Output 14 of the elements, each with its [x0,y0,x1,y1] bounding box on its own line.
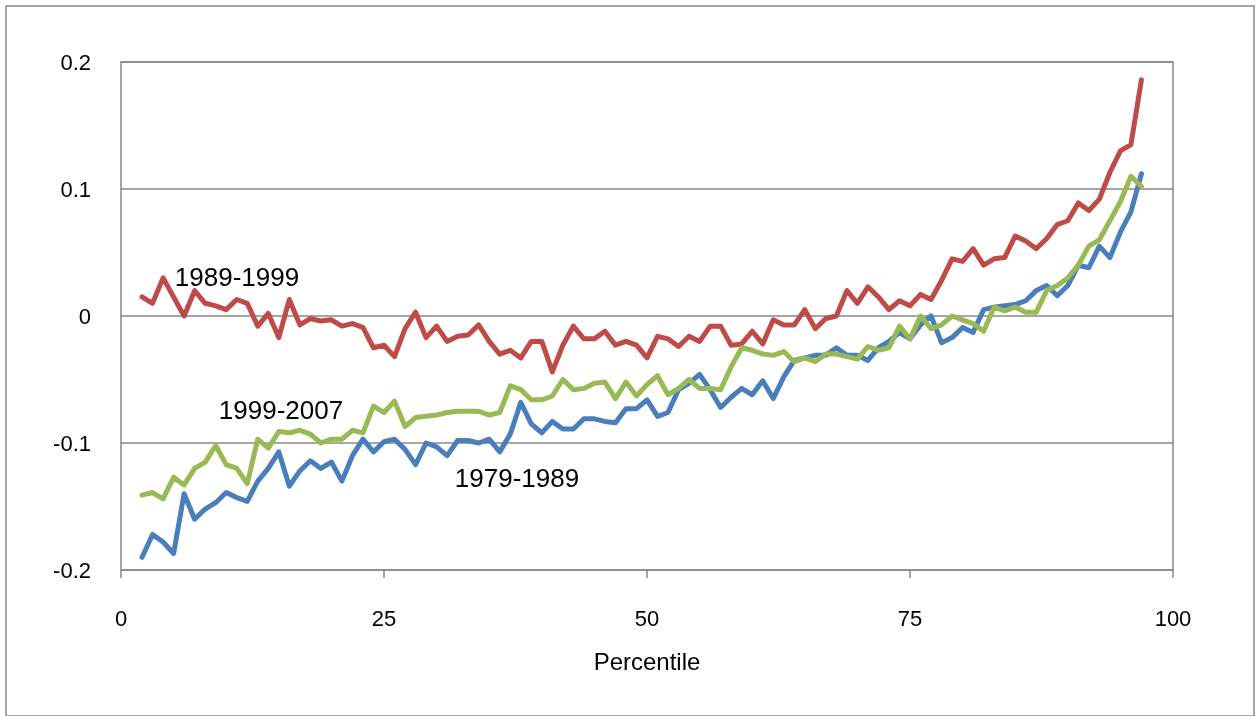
x-tick-label: 25 [371,606,397,631]
x-tick-label: 50 [634,606,660,631]
x-tick-label: 75 [897,606,923,631]
x-tick-label: 0 [114,606,128,631]
x-axis-title: Percentile [593,648,701,675]
series-label: 1989-1999 [174,262,300,293]
y-tick-label: -0.1 [53,430,91,456]
y-tick-label: -0.2 [53,557,91,583]
y-tick-label: 0 [78,303,91,329]
y-tick-label: 0.2 [60,49,91,75]
x-tick-label: 100 [1154,606,1192,631]
series-label: 1979-1989 [454,463,580,494]
y-tick-label: 0.1 [60,176,91,202]
series-label: 1999-2007 [218,395,344,426]
